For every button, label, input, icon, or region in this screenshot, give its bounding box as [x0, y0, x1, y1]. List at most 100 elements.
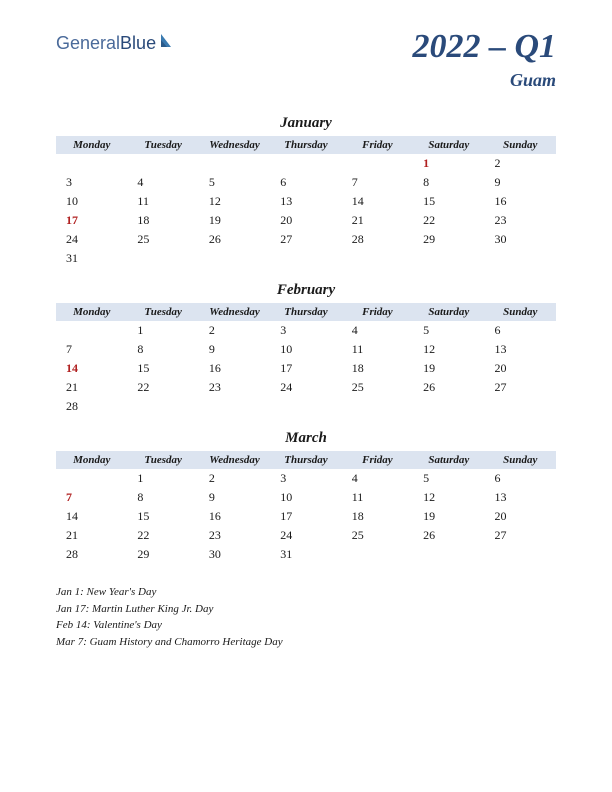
calendar-cell: 5	[199, 173, 270, 192]
weekday-header: Monday	[56, 451, 127, 469]
calendar-cell	[270, 249, 341, 268]
calendar-cell: 20	[485, 359, 556, 378]
calendar-cell: 1	[127, 469, 198, 488]
calendar-cell	[342, 249, 413, 268]
calendar-cell: 29	[413, 230, 484, 249]
calendar-cell: 14	[342, 192, 413, 211]
holiday-item: Mar 7: Guam History and Chamorro Heritag…	[56, 634, 556, 651]
weekday-header: Friday	[342, 303, 413, 321]
calendar-cell	[485, 545, 556, 564]
page-title: 2022 – Q1	[412, 28, 556, 66]
calendar-cell: 23	[485, 211, 556, 230]
calendar-row: 10111213141516	[56, 192, 556, 211]
calendar-cell: 18	[342, 507, 413, 526]
calendar-table: MondayTuesdayWednesdayThursdayFridaySatu…	[56, 136, 556, 268]
calendar-cell: 6	[485, 321, 556, 340]
calendar-cell: 24	[270, 526, 341, 545]
calendar-cell: 3	[270, 469, 341, 488]
calendar-cell: 6	[270, 173, 341, 192]
calendar-cell	[56, 321, 127, 340]
calendar-row: 12	[56, 154, 556, 173]
header: GeneralBlue 2022 – Q1 Guam	[56, 28, 556, 91]
month-name: March	[56, 430, 556, 447]
weekday-header: Monday	[56, 303, 127, 321]
calendar-cell: 22	[127, 526, 198, 545]
calendar-cell: 10	[56, 192, 127, 211]
calendar-cell: 17	[270, 507, 341, 526]
calendar-row: 24252627282930	[56, 230, 556, 249]
calendar-cell: 22	[413, 211, 484, 230]
calendar-cell: 6	[485, 469, 556, 488]
calendar-row: 14151617181920	[56, 359, 556, 378]
calendar-cell: 25	[342, 378, 413, 397]
calendar-cell	[199, 249, 270, 268]
calendar-cell: 15	[127, 359, 198, 378]
calendar-row: 21222324252627	[56, 526, 556, 545]
calendar-cell	[413, 249, 484, 268]
calendar-cell	[413, 397, 484, 416]
calendar-cell: 2	[485, 154, 556, 173]
weekday-header: Sunday	[485, 136, 556, 154]
calendar-cell	[270, 154, 341, 173]
calendar-cell: 10	[270, 340, 341, 359]
calendar-cell: 8	[127, 340, 198, 359]
month-block: JanuaryMondayTuesdayWednesdayThursdayFri…	[56, 115, 556, 268]
calendar-cell: 3	[56, 173, 127, 192]
calendar-cell: 21	[56, 526, 127, 545]
calendar-cell: 24	[270, 378, 341, 397]
calendar-cell: 28	[56, 397, 127, 416]
holiday-item: Jan 1: New Year's Day	[56, 584, 556, 601]
logo-text-2: Blue	[120, 33, 156, 54]
calendar-cell: 26	[413, 526, 484, 545]
calendar-cell: 16	[199, 359, 270, 378]
calendar-cell: 5	[413, 469, 484, 488]
calendar-cell: 18	[342, 359, 413, 378]
month-block: February MondayTuesdayWednesdayThursdayFr…	[56, 282, 556, 416]
calendar-cell: 21	[342, 211, 413, 230]
calendar-cell: 1	[127, 321, 198, 340]
calendar-cell: 28	[56, 545, 127, 564]
calendar-cell: 19	[199, 211, 270, 230]
calendar-cell: 4	[342, 321, 413, 340]
calendar-cell	[199, 154, 270, 173]
calendar-cell: 7	[56, 488, 127, 507]
calendar-cell: 16	[485, 192, 556, 211]
weekday-header: Thursday	[270, 303, 341, 321]
calendars-container: JanuaryMondayTuesdayWednesdayThursdayFri…	[56, 115, 556, 564]
weekday-header: Saturday	[413, 136, 484, 154]
calendar-cell: 26	[413, 378, 484, 397]
weekday-header: Friday	[342, 451, 413, 469]
calendar-cell: 24	[56, 230, 127, 249]
page-subtitle: Guam	[412, 70, 556, 91]
calendar-cell: 31	[270, 545, 341, 564]
calendar-row: 123456	[56, 321, 556, 340]
logo-text-1: General	[56, 33, 120, 54]
calendar-cell: 9	[485, 173, 556, 192]
logo: GeneralBlue	[56, 32, 176, 55]
calendar-cell	[199, 397, 270, 416]
holiday-item: Jan 17: Martin Luther King Jr. Day	[56, 601, 556, 618]
calendar-cell	[270, 397, 341, 416]
calendar-cell: 30	[199, 545, 270, 564]
calendar-cell: 13	[485, 340, 556, 359]
calendar-cell: 4	[342, 469, 413, 488]
weekday-header: Friday	[342, 136, 413, 154]
calendar-cell	[127, 397, 198, 416]
calendar-cell	[342, 397, 413, 416]
weekday-header: Tuesday	[127, 303, 198, 321]
calendar-table: MondayTuesdayWednesdayThursdayFridaySatu…	[56, 303, 556, 416]
calendar-cell	[342, 545, 413, 564]
calendar-cell: 28	[342, 230, 413, 249]
month-name: February	[56, 282, 556, 299]
calendar-cell: 14	[56, 507, 127, 526]
calendar-cell: 12	[413, 340, 484, 359]
calendar-cell: 11	[127, 192, 198, 211]
calendar-cell: 11	[342, 488, 413, 507]
calendar-cell: 20	[270, 211, 341, 230]
calendar-cell: 3	[270, 321, 341, 340]
calendar-cell: 25	[127, 230, 198, 249]
calendar-cell: 19	[413, 359, 484, 378]
calendar-row: 78910111213	[56, 488, 556, 507]
calendar-cell: 18	[127, 211, 198, 230]
calendar-cell: 23	[199, 378, 270, 397]
